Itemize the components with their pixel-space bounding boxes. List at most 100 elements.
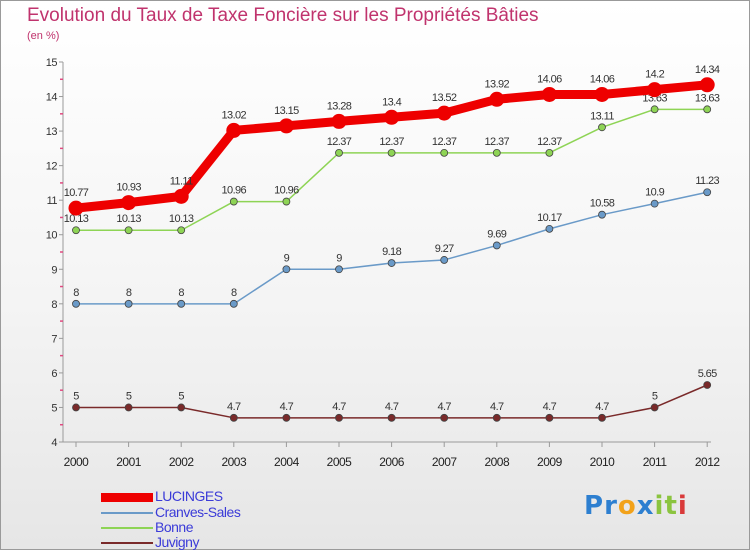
data-label-lucinges: 14.34 [695, 64, 720, 76]
data-label-juvigny: 4.7 [385, 401, 399, 413]
data-label-juvigny: 4.7 [227, 401, 241, 413]
x-tick-label: 2002 [169, 455, 195, 469]
legend-swatch [101, 493, 153, 502]
legend-swatch [101, 512, 153, 514]
data-point-lucinges [541, 86, 557, 102]
data-point-lucinges [226, 122, 242, 138]
data-label-juvigny: 5 [178, 390, 184, 402]
y-tick-label: 8 [51, 299, 57, 311]
data-label-cranves-sales: 9.27 [435, 243, 454, 255]
data-point-lucinges [647, 82, 663, 98]
legend-label: LUCINGES [155, 488, 223, 504]
data-label-juvigny: 5.65 [698, 368, 717, 380]
data-label-lucinges: 13.28 [327, 100, 352, 112]
x-tick-label: 2011 [643, 455, 668, 469]
y-tick-label: 9 [51, 264, 57, 276]
y-tick-label: 10 [46, 230, 58, 242]
logo-letter: r [604, 491, 618, 521]
legend-label: Juvigny [155, 534, 199, 550]
data-label-bonne: 10.96 [222, 185, 247, 197]
data-label-juvigny: 4.7 [595, 401, 609, 413]
x-tick-label: 2003 [221, 455, 247, 469]
data-point-cranves-sales [282, 265, 291, 274]
data-point-cranves-sales [72, 299, 80, 308]
data-point-cranves-sales [492, 241, 501, 250]
data-point-bonne [598, 123, 606, 132]
logo-letter: P [584, 491, 605, 521]
data-point-lucinges [384, 109, 400, 125]
data-point-cranves-sales [387, 259, 396, 267]
data-point-bonne [124, 226, 133, 235]
data-label-juvigny: 4.7 [543, 401, 557, 413]
data-point-bonne [650, 105, 659, 114]
data-point-juvigny [124, 403, 133, 412]
data-point-juvigny [650, 403, 659, 412]
data-point-cranves-sales [229, 299, 238, 308]
data-label-bonne: 13.11 [590, 110, 614, 122]
x-tick-label: 2008 [484, 455, 510, 469]
x-tick-label: 2001 [116, 455, 142, 469]
data-point-bonne [545, 148, 554, 157]
data-label-cranves-sales: 9.18 [382, 246, 401, 258]
data-point-bonne [282, 197, 291, 206]
data-label-bonne: 13.63 [642, 92, 667, 104]
x-tick-label: 2006 [379, 455, 405, 469]
data-label-bonne: 12.37 [485, 136, 510, 148]
data-point-lucinges [278, 118, 294, 134]
data-point-cranves-sales [650, 199, 659, 208]
data-label-lucinges: 13.15 [274, 105, 299, 117]
data-label-juvigny: 5 [73, 390, 79, 402]
logo-letter: x [636, 491, 655, 521]
data-point-bonne [177, 226, 186, 235]
data-point-cranves-sales [703, 188, 712, 197]
data-point-lucinges [68, 200, 84, 216]
data-label-juvigny: 4.7 [437, 401, 451, 413]
data-point-juvigny [440, 413, 449, 422]
data-point-lucinges [331, 113, 347, 129]
data-point-juvigny [229, 413, 238, 422]
legend-swatch [101, 542, 153, 544]
data-point-cranves-sales [335, 265, 343, 274]
data-label-bonne: 10.13 [169, 213, 194, 225]
data-point-bonne [387, 148, 396, 157]
data-point-juvigny [72, 403, 80, 412]
data-label-lucinges: 14.2 [645, 69, 664, 81]
chart-title: Evolution du Taux de Taxe Foncière sur l… [27, 5, 539, 26]
x-tick-label: 2009 [537, 455, 563, 469]
y-tick-label: 13 [46, 126, 58, 138]
y-tick-label: 6 [51, 368, 57, 380]
data-label-juvigny: 4.7 [280, 401, 294, 413]
y-tick-label: 7 [51, 333, 57, 345]
data-label-cranves-sales: 8 [178, 287, 184, 299]
data-label-cranves-sales: 8 [126, 287, 132, 299]
x-tick-label: 2005 [327, 455, 353, 469]
legend-label: Cranves-Sales [155, 504, 241, 520]
legend-swatch [101, 527, 153, 529]
data-label-bonne: 12.37 [327, 136, 352, 148]
data-label-juvigny: 4.7 [332, 401, 346, 413]
data-label-lucinges: 13.92 [485, 78, 510, 90]
data-point-lucinges [699, 77, 715, 93]
proxiti-logo: Proxiti [584, 491, 688, 521]
data-label-lucinges: 13.4 [382, 96, 401, 108]
data-point-cranves-sales [598, 210, 606, 219]
line-chart: 4 5 6 7 8 9 10 11 12 13 14 15 2000 2001 2002 2003 2004 20… [46, 57, 721, 469]
data-label-bonne: 12.37 [432, 136, 457, 148]
data-point-juvigny [492, 413, 501, 422]
data-label-cranves-sales: 9.69 [487, 228, 506, 240]
data-label-lucinges: 14.06 [590, 73, 615, 85]
data-point-lucinges [594, 86, 610, 102]
y-tick-label: 5 [51, 402, 57, 414]
data-point-juvigny [387, 413, 396, 422]
data-label-cranves-sales: 10.17 [537, 212, 562, 224]
data-point-cranves-sales [440, 256, 449, 264]
y-tick-label: 4 [51, 437, 57, 449]
data-label-cranves-sales: 11.23 [695, 175, 719, 187]
x-tick-label: 2004 [274, 455, 300, 469]
data-label-lucinges: 14.06 [537, 73, 562, 85]
data-point-juvigny [598, 413, 606, 422]
data-label-cranves-sales: 10.9 [645, 187, 664, 199]
data-label-bonne: 12.37 [379, 136, 404, 148]
data-label-cranves-sales: 10.58 [590, 198, 615, 210]
